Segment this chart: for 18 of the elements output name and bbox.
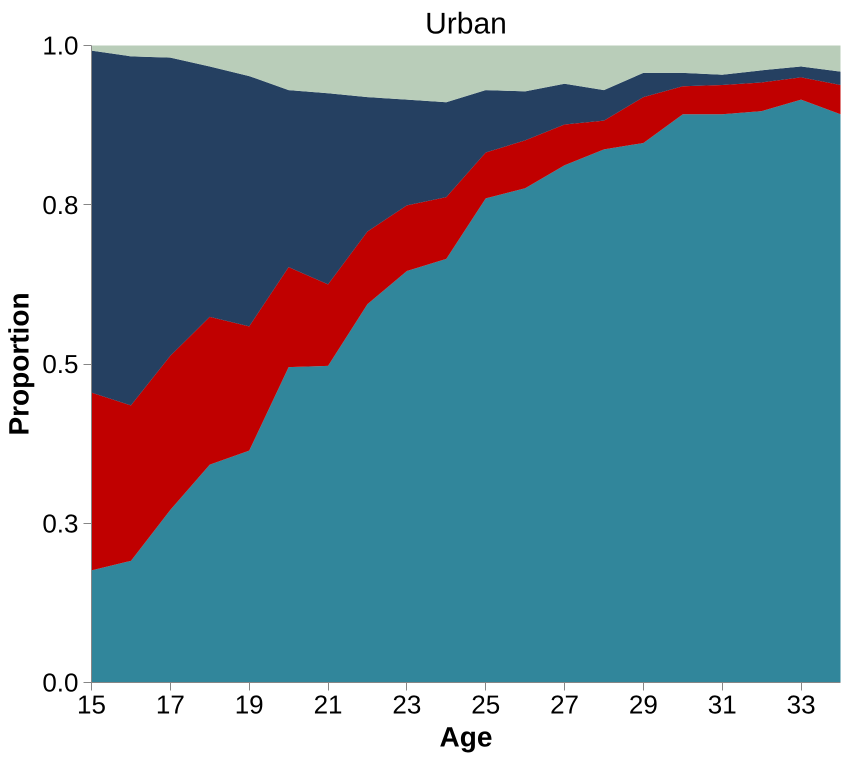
y-tick-label: 0.8: [42, 190, 79, 220]
y-tick-label: 0.3: [42, 508, 79, 538]
y-axis-title: Proportion: [3, 292, 34, 436]
y-tick-label: 0.5: [42, 349, 79, 379]
x-tick-label: 29: [628, 690, 658, 720]
x-axis-title: Age: [440, 722, 492, 752]
x-tick-label: 31: [708, 690, 737, 720]
x-tick-label: 27: [550, 690, 580, 720]
x-tick-label: 25: [471, 690, 500, 720]
x-tick-label: 21: [314, 690, 342, 720]
x-tick-label: 17: [156, 690, 185, 720]
x-tick-label: 23: [392, 690, 422, 720]
x-tick-label: 15: [77, 690, 106, 720]
chart-title: Urban: [425, 8, 507, 40]
y-tick-label: 0.0: [42, 668, 79, 698]
x-tick-label: 19: [234, 690, 264, 720]
x-tick-label: 33: [786, 690, 816, 720]
y-tick-label: 1.0: [42, 30, 79, 60]
